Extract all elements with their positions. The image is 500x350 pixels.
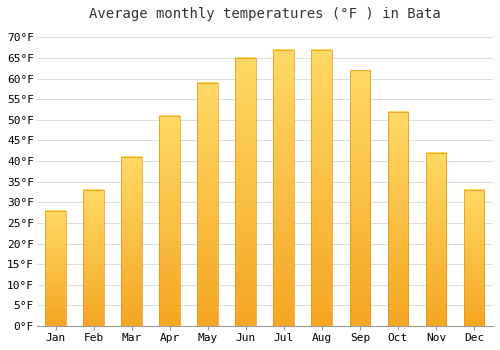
Bar — [312, 50, 332, 326]
Bar — [464, 190, 484, 326]
Bar — [198, 83, 218, 326]
Bar — [388, 112, 408, 326]
Title: Average monthly temperatures (°F ) in Bata: Average monthly temperatures (°F ) in Ba… — [89, 7, 441, 21]
Bar — [46, 211, 66, 326]
Bar — [236, 58, 256, 326]
Bar — [122, 157, 142, 326]
Bar — [160, 116, 180, 326]
Bar — [84, 190, 104, 326]
Bar — [274, 50, 294, 326]
Bar — [350, 70, 370, 326]
Bar — [426, 153, 446, 326]
